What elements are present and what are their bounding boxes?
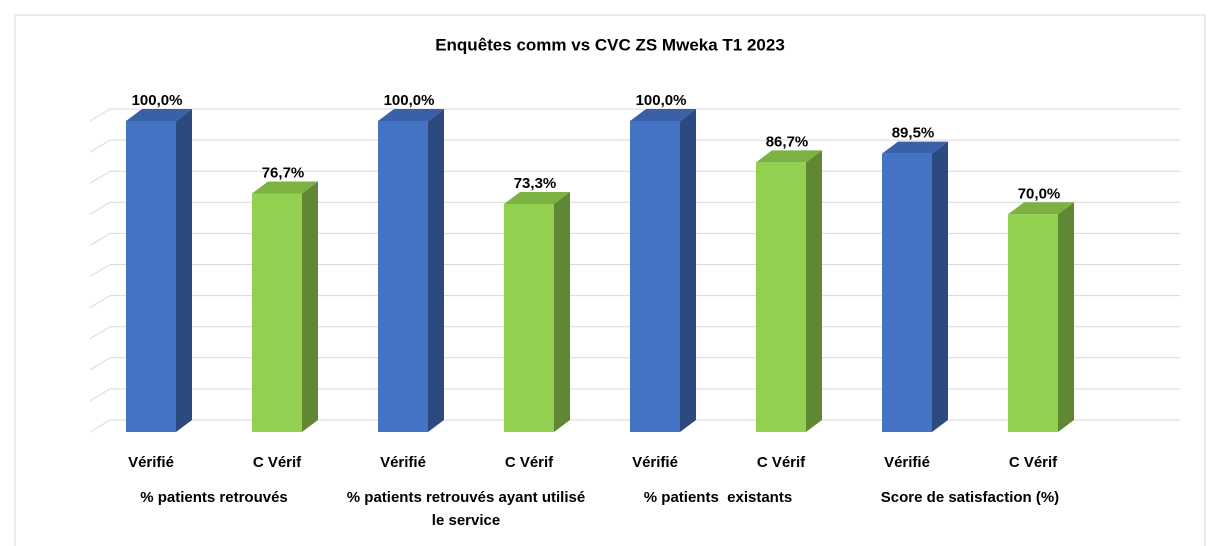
bar — [252, 181, 318, 432]
bar-front — [756, 162, 806, 432]
group-label: Score de satisfaction (%) — [880, 489, 1060, 506]
x-tick-label: Vérifié — [884, 454, 930, 471]
bar-side — [176, 109, 192, 432]
x-tick-label: C Vérif — [505, 454, 554, 471]
bar-side — [554, 192, 570, 432]
data-label: 100,0% — [636, 92, 687, 109]
data-label: 89,5% — [892, 125, 935, 142]
bar-front — [378, 121, 428, 432]
bar-front — [1008, 214, 1058, 432]
data-label: 76,7% — [262, 164, 305, 181]
bar-side — [932, 141, 948, 432]
data-label: 73,3% — [514, 175, 557, 192]
bar — [1008, 202, 1074, 432]
bar-front — [252, 193, 302, 432]
grid-line — [89, 139, 1180, 153]
chart-title: Enquêtes comm vs CVC ZS Mweka T1 2023 — [435, 35, 785, 54]
bar-top — [126, 109, 192, 121]
bar-side — [1058, 202, 1074, 432]
bar-top — [756, 150, 822, 163]
bar — [882, 141, 948, 432]
x-tick-label: Vérifié — [632, 454, 678, 471]
bar-front — [630, 121, 680, 432]
x-tick-label: C Vérif — [1009, 454, 1058, 471]
grid-line — [89, 295, 1180, 309]
bar — [504, 192, 570, 432]
bar-top — [504, 192, 570, 205]
bar-side — [428, 109, 444, 432]
grid-line — [89, 264, 1180, 277]
group-label: % patients retrouvés — [140, 489, 288, 506]
group-label: % patients retrouvés ayant utilisé le se… — [346, 489, 590, 529]
grid-line — [89, 232, 1180, 246]
grid-line — [89, 357, 1180, 371]
bar-front — [504, 204, 554, 432]
grid-line — [89, 108, 1180, 122]
bar-top — [630, 109, 696, 121]
group-label: % patients existants — [643, 489, 793, 506]
x-tick-label: C Vérif — [757, 454, 806, 471]
bar-side — [680, 109, 696, 432]
data-label: 100,0% — [132, 92, 183, 109]
bar-top — [252, 181, 318, 194]
grid-line — [89, 201, 1180, 215]
x-tick-label: C Vérif — [253, 454, 302, 471]
data-label: 100,0% — [384, 92, 435, 109]
bar-top — [882, 141, 948, 154]
bar-front — [126, 121, 176, 432]
bar-front — [882, 153, 932, 432]
grid-line — [89, 388, 1180, 402]
bar — [630, 109, 696, 432]
grid-line — [89, 170, 1180, 184]
bar — [126, 109, 192, 432]
bar-side — [806, 150, 822, 432]
bar-side — [302, 181, 318, 432]
bar-top — [378, 109, 444, 121]
grid-line — [89, 419, 1180, 433]
bar-top — [1008, 202, 1074, 215]
chart-border — [14, 14, 1206, 546]
x-tick-label: Vérifié — [128, 454, 174, 471]
x-tick-label: Vérifié — [380, 454, 426, 471]
data-label: 70,0% — [1018, 185, 1061, 202]
bar — [756, 150, 822, 432]
grid-line — [89, 326, 1180, 340]
bar — [378, 109, 444, 432]
data-label: 86,7% — [766, 133, 809, 150]
